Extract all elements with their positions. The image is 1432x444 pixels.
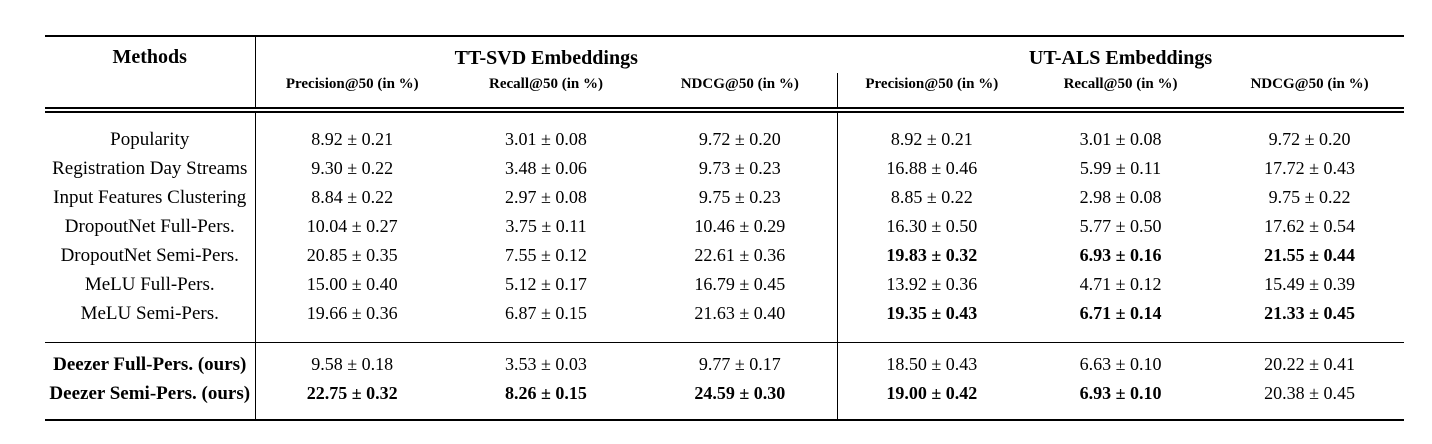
value-cell: 3.01 ± 0.08 [505,129,587,149]
value-cell: 20.22 ± 0.41 [1215,342,1405,379]
value-cell: 9.58 ± 0.18 [255,342,449,379]
value-cell: 20.85 ± 0.35 [306,245,398,265]
value-cell: 8.92 ± 0.21 [836,110,1027,154]
value-cell: 3.48 ± 0.06 [505,158,587,178]
value-cell: 22.75 ± 0.32 [306,383,398,403]
col-header-tt-recall: Recall@50 (in %) [449,73,643,113]
table-row: Registration Day Streams 9.30 ± 0.22 3.48 … [45,154,1404,183]
value-cell: 16.30 ± 0.50 [836,212,1027,241]
method-cell: MeLU Semi-Pers. [45,299,256,343]
group-header-row: Methods TT-SVD Embeddings UT-ALS Embeddi… [45,36,1404,113]
value-cell: 2.98 ± 0.08 [1079,187,1162,207]
methods-column-header: Methods [45,36,256,113]
group-header-tt-svd: TT-SVD Embeddings [454,47,638,69]
value-cell: 4.71 ± 0.12 [1079,274,1162,294]
value-cell: 6.93 ± 0.10 [1079,383,1162,403]
value-cell: 19.00 ± 0.42 [836,379,1027,420]
value-cell: 9.30 ± 0.22 [311,158,394,178]
table-row: DropoutNet Semi-Pers. 20.85 ± 0.35 7.55 ± … [45,241,1404,270]
value-cell: 13.92 ± 0.36 [836,270,1027,299]
value-cell: 19.35 ± 0.43 [836,299,1027,343]
value-cell: 16.79 ± 0.45 [694,274,786,294]
value-cell: 9.75 ± 0.22 [1268,187,1351,207]
value-cell: 15.49 ± 0.39 [1264,274,1355,294]
method-cell: Registration Day Streams [45,154,256,183]
value-cell: 3.53 ± 0.03 [449,342,643,379]
value-cell: 9.73 ± 0.23 [698,158,781,178]
method-cell: Popularity [45,110,256,154]
value-cell: 8.92 ± 0.21 [311,129,394,149]
value-cell: 9.75 ± 0.23 [698,187,781,207]
value-cell: 16.88 ± 0.46 [836,154,1027,183]
value-cell: 21.33 ± 0.45 [1264,303,1355,323]
value-cell: 7.55 ± 0.12 [505,245,587,265]
value-cell: 2.97 ± 0.08 [505,187,587,207]
col-header-ut-recall: Recall@50 (in %) [1026,73,1216,113]
value-cell: 8.26 ± 0.15 [505,383,587,403]
value-cell: 5.12 ± 0.17 [505,274,587,294]
value-cell: 19.83 ± 0.32 [836,241,1027,270]
value-cell: 21.55 ± 0.44 [1264,245,1355,265]
value-cell: 17.72 ± 0.43 [1264,158,1355,178]
paper-table-container: Methods TT-SVD Embeddings UT-ALS Embeddi… [45,35,1405,421]
table-header: Methods TT-SVD Embeddings UT-ALS Embeddi… [45,36,1405,113]
table-row: Input Features Clustering 8.84 ± 0.22 2.97… [45,183,1404,212]
value-cell: 19.66 ± 0.36 [306,303,398,323]
value-cell: 9.72 ± 0.20 [698,129,781,149]
value-cell: 3.75 ± 0.11 [505,216,587,236]
value-cell: 9.77 ± 0.17 [643,342,838,379]
ours-section: Deezer Full-Pers. (ours) 9.58 ± 0.18 3.53 … [45,342,1405,420]
method-cell: Deezer Semi-Pers. (ours) [45,379,256,420]
value-cell: 6.87 ± 0.15 [505,303,587,323]
method-cell: DropoutNet Semi-Pers. [45,241,256,270]
subheader-row: Precision@50 (in %) Recall@50 (in %) NDC… [45,73,1405,113]
value-cell: 21.63 ± 0.40 [694,303,786,323]
value-cell: 9.72 ± 0.20 [1268,129,1351,149]
value-cell: 24.59 ± 0.30 [694,383,786,403]
method-cell: Deezer Full-Pers. (ours) [45,342,256,379]
value-cell: 10.04 ± 0.27 [306,216,398,236]
value-cell: 6.63 ± 0.10 [1026,342,1216,379]
value-cell: 6.93 ± 0.16 [1079,245,1162,265]
table-row: Popularity 8.92 ± 0.21 3.01 ± 0.08 9.72 ± 0… [45,110,1404,154]
table-row: Deezer Semi-Pers. (ours) 22.75 ± 0.32 8.26… [45,379,1404,420]
table-row: MeLU Full-Pers. 15.00 ± 0.40 5.12 ± 0.17 16… [45,270,1404,299]
value-cell: 5.99 ± 0.11 [1079,158,1162,178]
value-cell: 5.77 ± 0.50 [1079,216,1162,236]
table-row: MeLU Semi-Pers. 19.66 ± 0.36 6.87 ± 0.15 21… [45,299,1404,343]
value-cell: 18.50 ± 0.43 [836,342,1027,379]
col-header-ut-precision: Precision@50 (in %) [836,73,1027,113]
table-row: DropoutNet Full-Pers. 10.04 ± 0.27 3.75 ± … [45,212,1404,241]
value-cell: 6.71 ± 0.14 [1079,303,1162,323]
results-table: Methods TT-SVD Embeddings UT-ALS Embeddi… [45,35,1405,421]
value-cell: 17.62 ± 0.54 [1264,216,1355,236]
value-cell: 3.01 ± 0.08 [1079,129,1162,149]
value-cell: 10.46 ± 0.29 [694,216,786,236]
col-header-ut-ndcg: NDCG@50 (in %) [1215,73,1405,113]
method-cell: MeLU Full-Pers. [45,270,256,299]
value-cell: 20.38 ± 0.45 [1264,383,1355,403]
col-header-tt-precision: Precision@50 (in %) [255,73,449,113]
value-cell: 15.00 ± 0.40 [306,274,398,294]
value-cell: 8.85 ± 0.22 [836,183,1027,212]
group-header-ut-als: UT-ALS Embeddings [1028,47,1213,69]
value-cell: 8.84 ± 0.22 [311,187,394,207]
table-row: Deezer Full-Pers. (ours) 9.58 ± 0.18 3.53 … [45,342,1405,379]
method-cell: Input Features Clustering [45,183,256,212]
baselines-section: Popularity 8.92 ± 0.21 3.01 ± 0.08 9.72 ± 0… [45,110,1404,343]
value-cell: 22.61 ± 0.36 [694,245,786,265]
method-cell: DropoutNet Full-Pers. [45,212,256,241]
col-header-tt-ndcg: NDCG@50 (in %) [643,73,838,113]
